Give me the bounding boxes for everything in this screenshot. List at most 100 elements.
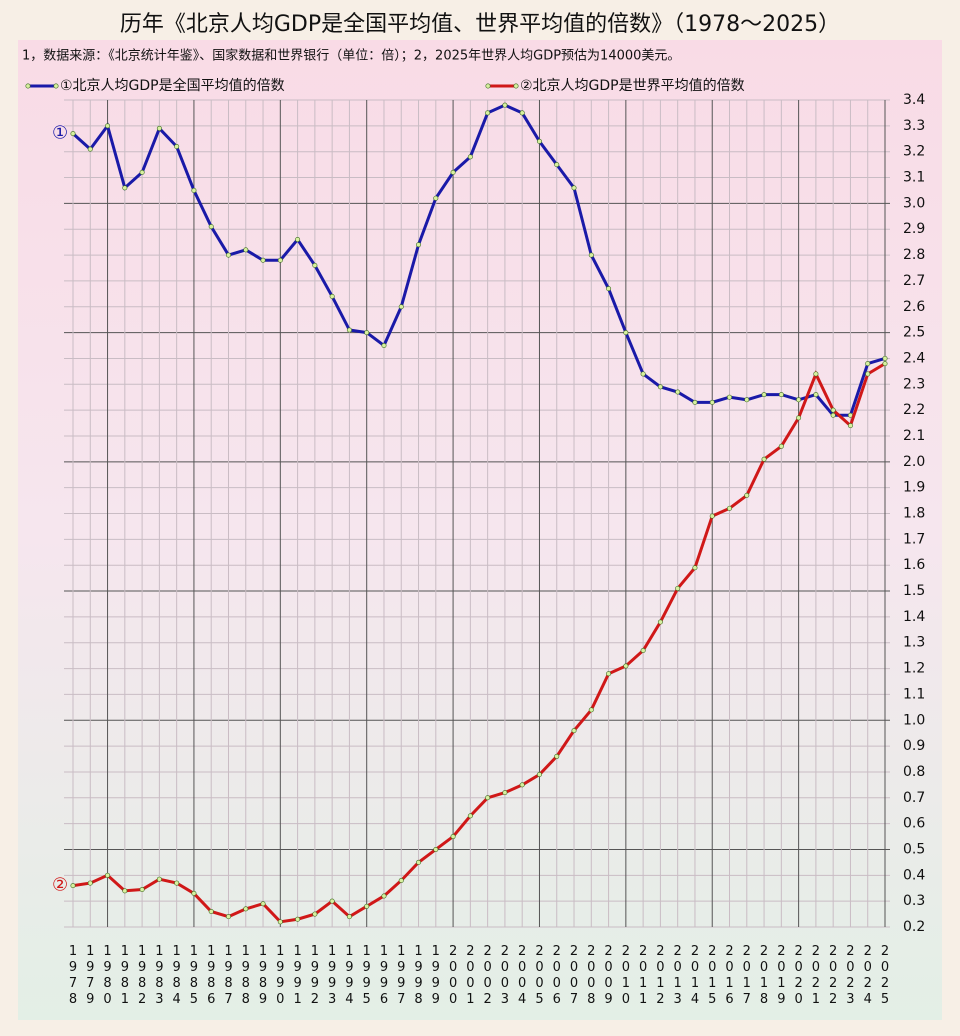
- data-point: [208, 908, 214, 914]
- data-point: [381, 343, 387, 349]
- data-point: [761, 392, 767, 398]
- x-tick-label: 1993: [325, 944, 340, 1008]
- data-point: [191, 890, 197, 896]
- series-line: [71, 103, 886, 417]
- y-tick-label: 1.5: [903, 583, 925, 599]
- data-point: [346, 914, 352, 920]
- data-point: [364, 903, 370, 909]
- data-point: [433, 846, 439, 852]
- data-point: [554, 753, 560, 759]
- data-point: [606, 671, 612, 677]
- x-tick-label: 1995: [359, 944, 374, 1008]
- data-point: [571, 185, 577, 191]
- y-tick-label: 1.0: [903, 712, 925, 728]
- x-tick-label: 2018: [757, 944, 772, 1008]
- data-point: [675, 389, 681, 395]
- y-tick-label: 1.7: [903, 531, 925, 547]
- y-tick-label: 2.7: [903, 273, 925, 289]
- x-tick-label: 1991: [290, 944, 305, 1008]
- y-tick-label: 0.8: [903, 764, 925, 780]
- x-tick-label: 2009: [601, 944, 616, 1008]
- data-point: [744, 397, 750, 403]
- data-point: [588, 252, 594, 258]
- x-tick-label: 2012: [653, 944, 668, 1008]
- x-tick-label: 2003: [497, 944, 512, 1008]
- y-tick-label: 1.9: [903, 480, 925, 496]
- y-tick-label: 2.3: [903, 376, 925, 392]
- y-tick-label: 3.2: [903, 144, 925, 160]
- y-tick-label: 1.6: [903, 557, 925, 573]
- y-tick-label: 2.6: [903, 299, 925, 315]
- data-point: [346, 327, 352, 333]
- y-tick-label: 3.1: [903, 170, 925, 186]
- data-point: [778, 392, 784, 398]
- x-tick-label: 2001: [463, 944, 478, 1008]
- data-point: [156, 125, 162, 131]
- x-tick-label: 2010: [618, 944, 633, 1008]
- data-point: [571, 728, 577, 734]
- x-tick-label: 1978: [66, 944, 81, 1008]
- y-tick-label: 2.0: [903, 454, 925, 470]
- y-tick-label: 1.3: [903, 635, 925, 651]
- data-point: [536, 138, 542, 144]
- data-point: [260, 257, 266, 263]
- x-tick-label: 1989: [256, 944, 271, 1008]
- x-tick-label: 1997: [394, 944, 409, 1008]
- x-tick-label: 1979: [83, 944, 98, 1008]
- legend-dot: [513, 83, 519, 89]
- data-point: [364, 330, 370, 336]
- data-point: [105, 123, 111, 129]
- x-tick-label: 2017: [739, 944, 754, 1008]
- x-tick-label: 1999: [428, 944, 443, 1008]
- data-point: [312, 911, 318, 917]
- data-point: [485, 110, 491, 116]
- x-tick-label: 2000: [446, 944, 461, 1008]
- data-point: [450, 834, 456, 840]
- x-tick-label: 2006: [549, 944, 564, 1008]
- data-point: [433, 195, 439, 201]
- data-point: [295, 916, 301, 922]
- data-point: [295, 237, 301, 243]
- data-point: [174, 880, 180, 886]
- y-tick-label: 0.5: [903, 841, 925, 857]
- data-point: [277, 257, 283, 263]
- y-tick-label: 1.8: [903, 506, 925, 522]
- data-point: [536, 772, 542, 778]
- data-point: [519, 782, 525, 788]
- x-tick-label: 2016: [722, 944, 737, 1008]
- data-point: [813, 392, 819, 398]
- y-tick-label: 2.9: [903, 221, 925, 237]
- data-point: [692, 565, 698, 571]
- x-tick-label: 1996: [376, 944, 391, 1008]
- data-point: [588, 707, 594, 713]
- y-tick-label: 2.8: [903, 247, 925, 263]
- x-tick-label: 2021: [808, 944, 823, 1008]
- data-point: [640, 647, 646, 653]
- data-point: [174, 144, 180, 150]
- data-point: [485, 795, 491, 801]
- data-point: [519, 110, 525, 116]
- data-point: [87, 146, 93, 152]
- data-point: [329, 293, 335, 299]
- data-point: [865, 361, 871, 367]
- series-marker-label: ①: [52, 123, 68, 144]
- y-tick-label: 0.2: [903, 919, 925, 935]
- x-tick-label: 2004: [515, 944, 530, 1008]
- x-tick-label: 2002: [480, 944, 495, 1008]
- data-point: [830, 412, 836, 418]
- y-tick-label: 2.1: [903, 428, 925, 444]
- data-point: [398, 304, 404, 310]
- data-point: [139, 887, 145, 893]
- data-point: [796, 415, 802, 421]
- data-point: [243, 247, 249, 253]
- y-tick-label: 0.9: [903, 738, 925, 754]
- data-point: [243, 906, 249, 912]
- data-point: [761, 456, 767, 462]
- data-point: [191, 187, 197, 193]
- data-point: [260, 901, 266, 907]
- x-tick-label: 1985: [186, 944, 201, 1008]
- data-point: [502, 102, 508, 108]
- y-tick-label: 3.3: [903, 118, 925, 134]
- data-point: [398, 877, 404, 883]
- y-tick-label: 3.0: [903, 195, 925, 211]
